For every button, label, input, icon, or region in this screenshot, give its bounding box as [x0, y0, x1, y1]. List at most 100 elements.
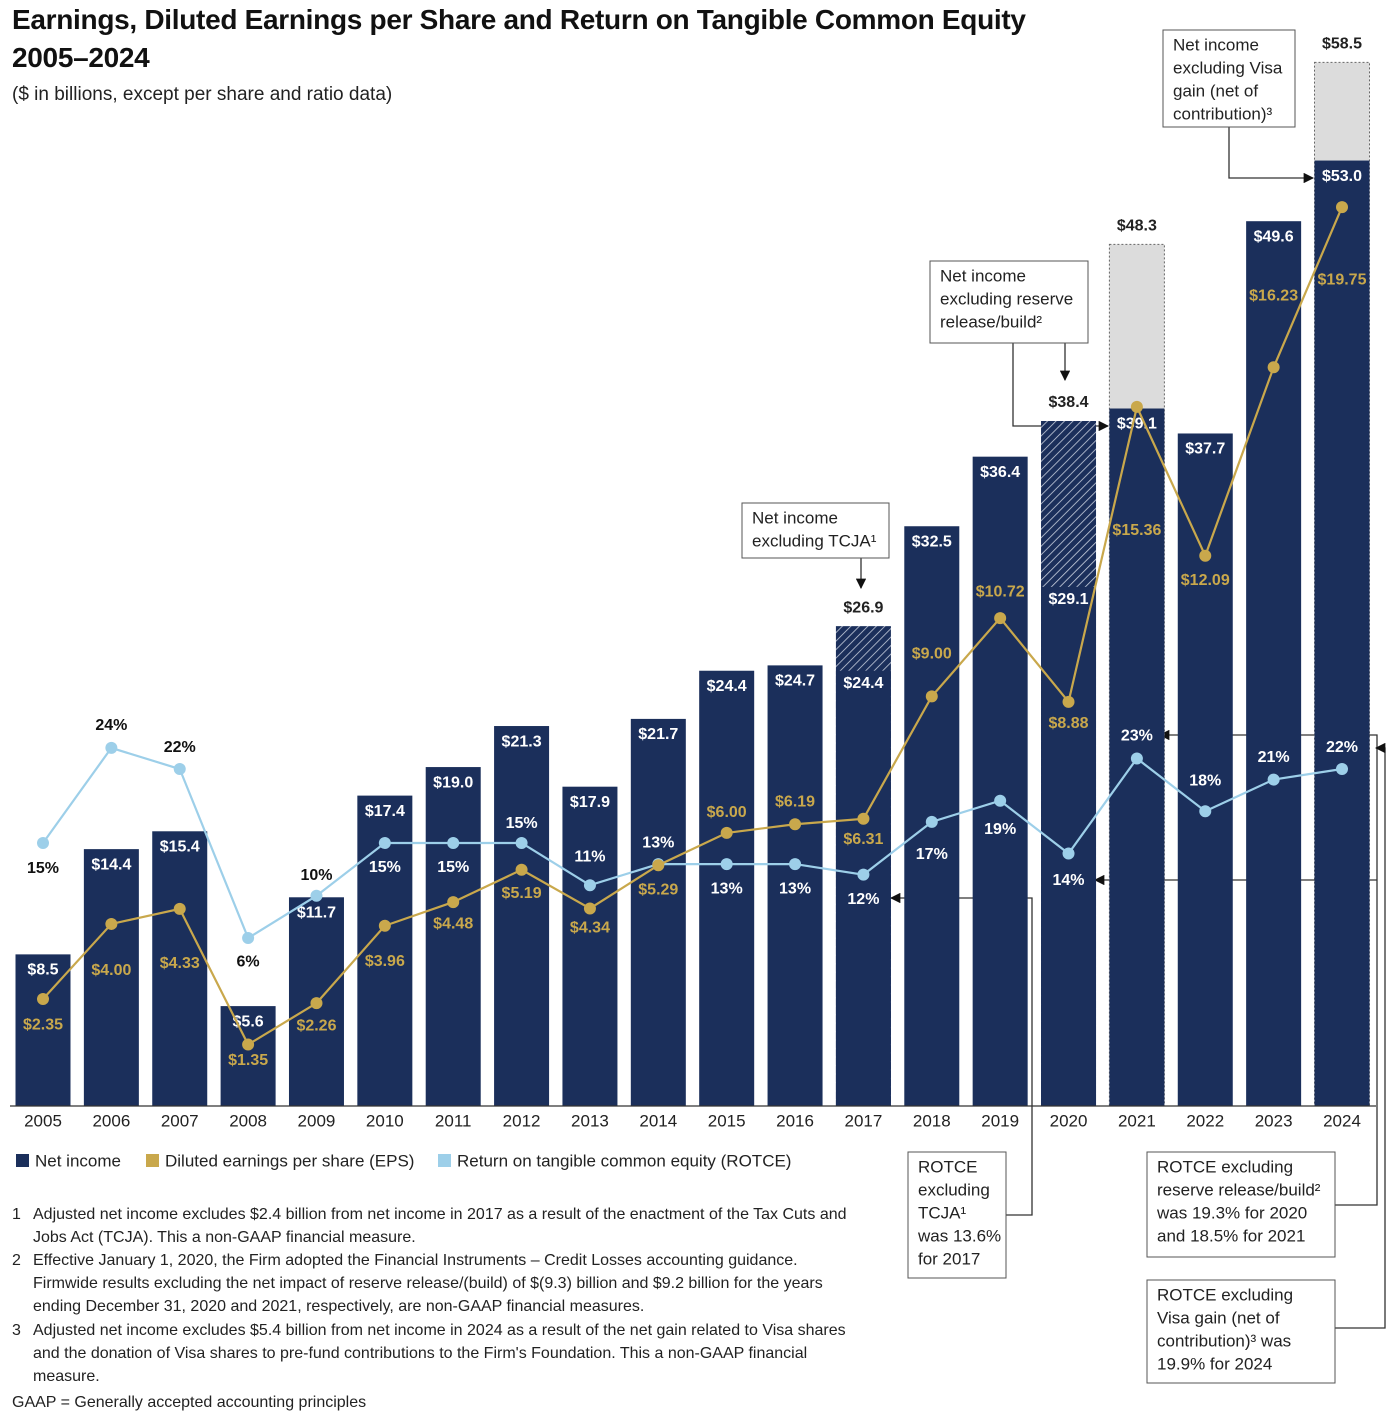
data-label: 15% [27, 860, 59, 877]
data-label: $16.23 [1249, 288, 1298, 305]
x-tick-label: 2020 [1050, 1111, 1088, 1130]
data-label: 13% [779, 880, 811, 897]
footnote-text: Adjusted net income excludes $2.4 billio… [33, 1206, 847, 1246]
x-tick-label: 2019 [981, 1111, 1019, 1130]
callout-text: for 2017 [918, 1249, 980, 1268]
bar-label: $32.5 [912, 533, 952, 550]
data-label: 17% [916, 846, 948, 863]
bar-label: $29.1 [1049, 591, 1089, 608]
data-label: $4.48 [433, 915, 473, 932]
data-label: 22% [164, 739, 196, 756]
data-label: $1.35 [228, 1052, 268, 1069]
point [1199, 805, 1212, 818]
footnote: 1 Adjusted net income excludes $2.4 billi… [12, 1203, 852, 1249]
bar [767, 665, 823, 1106]
data-label: 13% [711, 880, 743, 897]
data-label: 24% [95, 717, 127, 734]
x-tick-label: 2005 [24, 1111, 62, 1130]
x-tick-label: 2006 [92, 1111, 130, 1130]
bar-label: $24.7 [775, 673, 815, 690]
x-tick-label: 2021 [1118, 1111, 1156, 1130]
point [1336, 201, 1348, 214]
data-label: $12.09 [1181, 572, 1230, 589]
point [37, 993, 49, 1006]
callout-box [741, 502, 890, 559]
x-tick-label: 2022 [1186, 1111, 1224, 1130]
bar [494, 726, 550, 1106]
data-label: $2.26 [296, 1017, 336, 1034]
point [310, 997, 323, 1010]
point [1267, 773, 1280, 786]
line [42, 206, 1344, 1047]
x-tick-label: 2014 [639, 1111, 677, 1130]
point [583, 902, 596, 915]
bar [630, 718, 686, 1106]
point [173, 763, 186, 776]
bar-label: $17.4 [365, 803, 405, 820]
callout-text: was 19.3% for 2020 [1156, 1203, 1307, 1222]
data-label: $6.19 [775, 793, 815, 810]
point [242, 1038, 255, 1051]
data-label: $9.00 [912, 646, 952, 663]
callout-box [929, 260, 1089, 344]
data-label: 21% [1258, 749, 1290, 766]
line [42, 746, 1343, 940]
data-label: $8.88 [1049, 715, 1089, 732]
footnote-number: 3 [12, 1322, 21, 1339]
adjusted-label: $48.3 [1117, 218, 1157, 235]
point [378, 919, 391, 932]
data-label: 23% [1121, 728, 1153, 745]
callout-box [907, 1151, 1007, 1279]
point [720, 826, 733, 839]
data-label: 15% [437, 859, 469, 876]
x-tick-label: 2018 [913, 1111, 951, 1130]
bar-label: $24.4 [843, 675, 883, 692]
data-label: 12% [847, 891, 879, 908]
point [173, 902, 186, 915]
footnote-number: 2 [12, 1252, 21, 1269]
footnote: 2 Effective January 1, 2020, the Firm ado… [12, 1249, 852, 1318]
adjusted-label: $26.9 [843, 599, 883, 616]
x-tick-label: 2012 [503, 1111, 541, 1130]
point [789, 858, 802, 871]
data-label: 15% [369, 859, 401, 876]
bar [152, 831, 208, 1106]
bar-label: $37.7 [1185, 441, 1225, 458]
bar-label: $17.9 [570, 794, 610, 811]
callout-text: ROTCE excluding [1157, 1157, 1293, 1176]
x-tick-label: 2008 [229, 1111, 267, 1130]
point [1199, 549, 1212, 562]
bar-label: $5.6 [233, 1013, 264, 1030]
point [242, 932, 255, 945]
bar-label: $15.4 [160, 839, 200, 856]
callout-text: Net income [1173, 35, 1259, 54]
callout-text: was 13.6% [917, 1226, 1001, 1245]
data-label: 13% [642, 834, 674, 851]
adjusted-label: $58.5 [1322, 36, 1362, 53]
chart-subtitle: ($ in billions, except per share and rat… [12, 84, 393, 105]
data-label: $6.31 [843, 831, 883, 848]
data-label: $4.00 [91, 962, 131, 979]
bar [1177, 433, 1233, 1106]
legend-label: Diluted earnings per share (EPS) [165, 1151, 414, 1170]
point [994, 794, 1007, 807]
callout-text: TCJA¹ [918, 1203, 967, 1222]
bar [835, 670, 891, 1106]
bar [425, 767, 481, 1106]
point [994, 612, 1007, 625]
point [310, 889, 323, 902]
point [378, 836, 391, 849]
point [1062, 847, 1075, 860]
callout-text: contribution)³ [1173, 104, 1273, 123]
callout-text: Net income [940, 266, 1026, 285]
bar-label: $11.7 [297, 905, 336, 922]
point [447, 896, 460, 909]
bar-label: $49.6 [1254, 228, 1294, 245]
legend-label: Return on tangible common equity (ROTCE) [457, 1151, 791, 1170]
chart-title: 2005–2024 [12, 42, 150, 73]
bar [1314, 160, 1370, 1106]
callout-box [1146, 1151, 1336, 1258]
data-label: $10.72 [976, 583, 1025, 600]
callout-text: contribution)³ was [1157, 1331, 1291, 1350]
